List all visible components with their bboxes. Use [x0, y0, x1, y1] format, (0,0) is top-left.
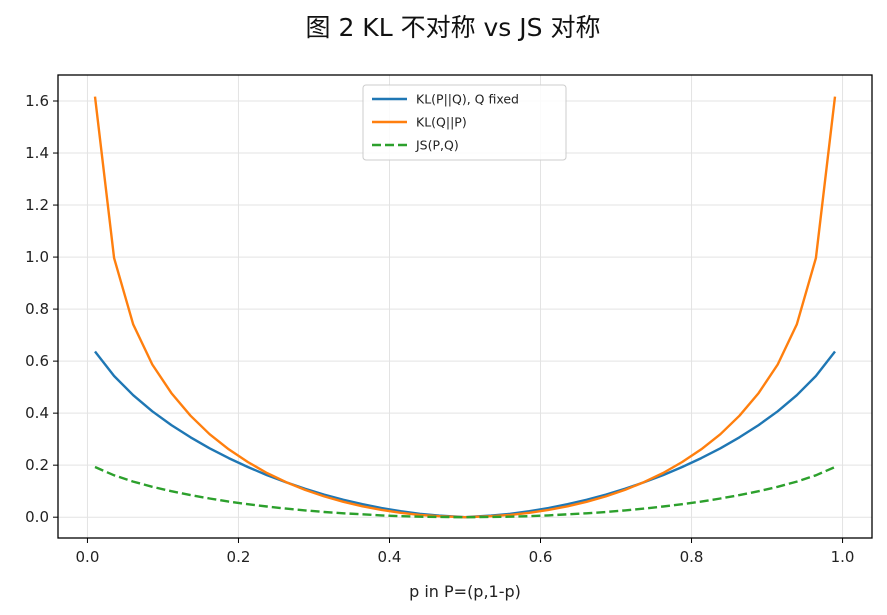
y-tick-label: 0.2 — [25, 456, 49, 474]
y-tick-label: 1.2 — [25, 196, 49, 214]
series-lines — [93, 96, 837, 519]
x-tick-label: 1.0 — [831, 548, 855, 566]
legend-label: KL(P||Q), Q fixed — [416, 92, 519, 107]
legend-label: JS(P,Q) — [415, 138, 459, 153]
y-tick-label: 0.6 — [25, 352, 49, 370]
y-tick-label: 1.0 — [25, 248, 49, 266]
series-line-3 — [94, 465, 836, 519]
series-line-2 — [93, 96, 837, 519]
y-tick-label: 0.4 — [25, 404, 49, 422]
legend: KL(P||Q), Q fixed KL(Q||P) JS(P,Q) — [362, 84, 567, 161]
legend-label: KL(Q||P) — [416, 115, 467, 130]
x-axis-label: p in P=(p,1-p) — [409, 582, 521, 601]
y-tick-label: 0.8 — [25, 300, 49, 318]
legend-box — [362, 84, 567, 161]
y-tick-label: 1.6 — [25, 92, 49, 110]
plot-frame — [57, 74, 873, 539]
y-tick-label: 0.0 — [25, 508, 49, 526]
x-tick-label: 0.4 — [378, 548, 402, 566]
y-tick-label: 1.4 — [25, 144, 49, 162]
chart-title: 图 2 KL 不对称 vs JS 对称 — [306, 13, 601, 42]
x-tick-label: 0.6 — [529, 548, 553, 566]
x-tick-label: 0.2 — [227, 548, 251, 566]
axis-ticks: 0.0 0.2 0.4 0.6 0.8 1.0 0.0 0.2 0.4 0.6 0.8 1.0 1.2 1… — [25, 92, 854, 566]
x-tick-label: 0.8 — [680, 548, 704, 566]
x-tick-label: 0.0 — [76, 548, 100, 566]
